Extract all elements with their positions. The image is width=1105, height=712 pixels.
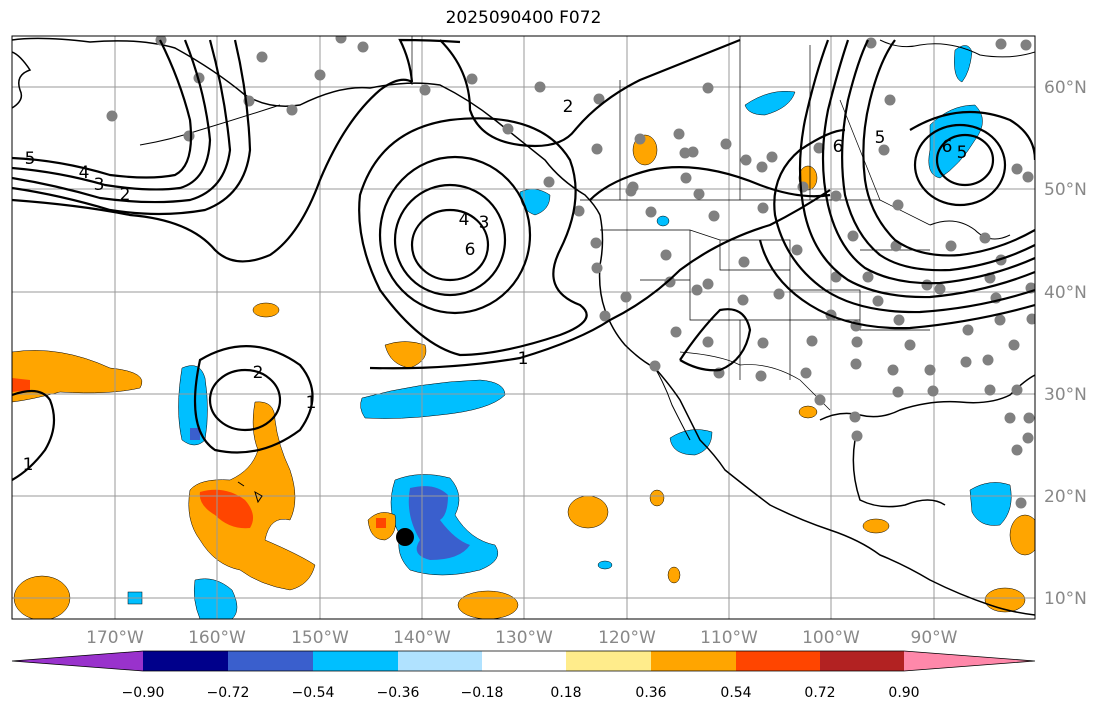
station-dots [106, 36, 1035, 509]
colorbar-tick-label: 0.90 [888, 685, 919, 701]
contour-label: 5 [875, 128, 886, 148]
colorbar-bin [143, 651, 228, 671]
colorbar-tick-label: −0.90 [122, 685, 165, 701]
lon-label: 120°W [598, 628, 656, 648]
contour-label: 6 [465, 240, 476, 260]
tropical-cyclone-marker [396, 528, 414, 546]
lat-label: 10°N [1044, 589, 1087, 609]
lat-label: 20°N [1044, 487, 1087, 507]
contour-labels: 5 4 3 2 2 4 3 6 2 1 1 1 6 5 6 5 [23, 97, 968, 475]
colorbar-bin [398, 651, 482, 671]
colorbar-tick-label: −0.36 [377, 685, 420, 701]
lon-label: 130°W [495, 628, 553, 648]
lon-label: 150°W [291, 628, 349, 648]
colorbar-tick-label: −0.54 [292, 685, 335, 701]
shaded-anomaly-regions [12, 45, 1035, 619]
contour-label: 1 [306, 393, 317, 413]
lon-label: 140°W [393, 628, 451, 648]
lon-label: 160°W [188, 628, 246, 648]
contour-label: 4 [79, 163, 90, 183]
contour-label: 6 [942, 137, 953, 157]
lon-label: 170°W [86, 628, 144, 648]
contour-lines [12, 38, 1035, 481]
lat-label: 60°N [1044, 78, 1087, 98]
lat-label: 40°N [1044, 283, 1087, 303]
lon-label: 100°W [802, 628, 860, 648]
lat-label: 50°N [1044, 180, 1087, 200]
colorbar-bin [736, 651, 820, 671]
political-borders [411, 36, 931, 411]
contour-label: 2 [253, 363, 264, 383]
colorbar-extend-high [904, 651, 1035, 671]
map-frame [11, 35, 1036, 620]
longitude-labels: 170°W 160°W 150°W 140°W 130°W 120°W 110°… [86, 628, 958, 648]
graticule [12, 36, 1035, 619]
colorbar-tick-label: 0.36 [635, 685, 666, 701]
latitude-labels: 60°N 50°N 40°N 30°N 20°N 10°N [1044, 78, 1087, 609]
contour-label: 6 [833, 137, 844, 157]
colorbar: −0.90 −0.72 −0.54 −0.36 −0.18 0.18 0.36 … [11, 650, 1036, 701]
lat-label: 30°N [1044, 385, 1087, 405]
colorbar-tick-label: −0.18 [461, 685, 504, 701]
contour-label: 3 [94, 175, 105, 195]
contour-label: 5 [25, 149, 36, 169]
colorbar-bin [482, 651, 566, 671]
colorbar-tick-label: 0.72 [804, 685, 835, 701]
contour-label: 5 [957, 143, 968, 163]
colorbar-tick-label: 0.54 [720, 685, 751, 701]
colorbar-bin [566, 651, 651, 671]
colorbar-tick-label: −0.72 [207, 685, 250, 701]
contour-label: 1 [23, 455, 34, 475]
contour-label: 3 [479, 213, 490, 233]
map-title: 2025090400 F072 [445, 8, 602, 28]
colorbar-extend-low [12, 651, 143, 671]
colorbar-bin [820, 651, 904, 671]
colorbar-tick-label: 0.18 [550, 685, 581, 701]
contour-label: 2 [120, 185, 131, 205]
contour-label: 4 [459, 210, 470, 230]
colorbar-bin [651, 651, 736, 671]
contour-label: 2 [563, 97, 574, 117]
colorbar-bin [228, 651, 313, 671]
colorbar-bin [313, 651, 398, 671]
lon-label: 90°W [911, 628, 958, 648]
lon-label: 110°W [700, 628, 758, 648]
contour-label: 1 [518, 349, 529, 369]
